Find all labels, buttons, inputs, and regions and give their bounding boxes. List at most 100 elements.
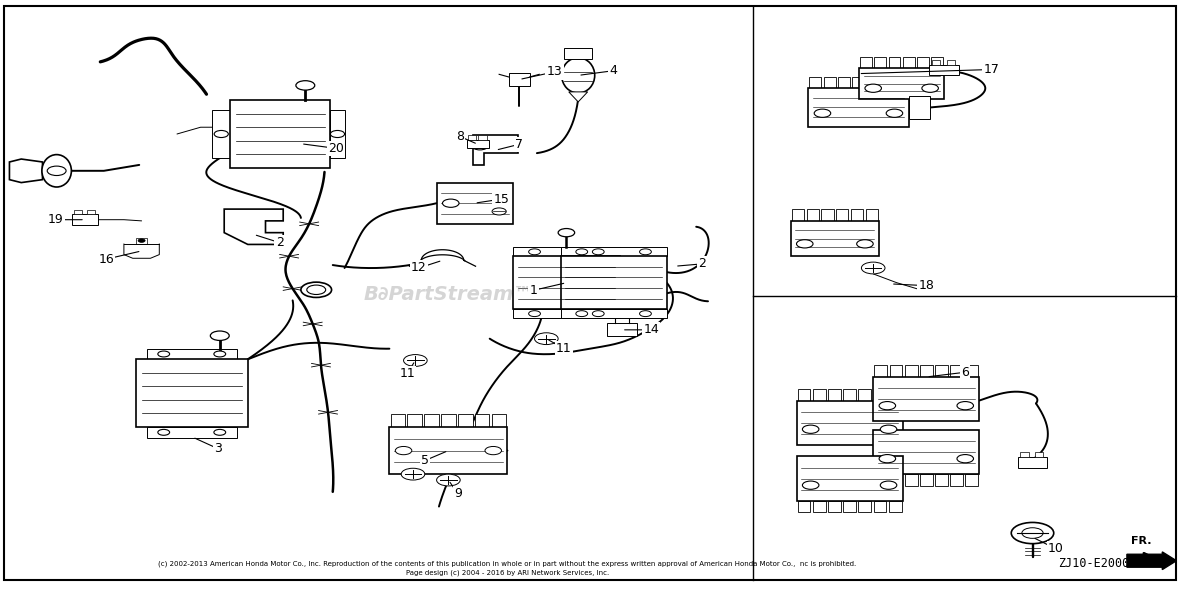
- Text: 2: 2: [699, 257, 706, 270]
- Bar: [136, 238, 148, 244]
- Bar: [867, 77, 879, 88]
- Bar: [873, 389, 886, 401]
- Circle shape: [880, 481, 897, 489]
- Bar: [844, 501, 856, 512]
- Bar: [965, 365, 978, 377]
- Bar: [860, 57, 872, 68]
- Bar: [467, 135, 476, 140]
- Circle shape: [576, 249, 588, 255]
- Bar: [890, 365, 903, 377]
- Circle shape: [215, 131, 229, 138]
- Circle shape: [401, 468, 425, 480]
- Text: 8: 8: [457, 130, 464, 143]
- Bar: [965, 474, 978, 486]
- Bar: [796, 401, 903, 445]
- Bar: [828, 389, 841, 401]
- Bar: [909, 96, 930, 119]
- Circle shape: [529, 311, 540, 317]
- Bar: [932, 60, 940, 65]
- Text: 1: 1: [530, 284, 537, 297]
- Bar: [889, 389, 902, 401]
- Bar: [890, 474, 903, 486]
- Bar: [474, 414, 490, 427]
- Circle shape: [957, 455, 973, 463]
- Bar: [813, 501, 826, 512]
- Bar: [441, 414, 455, 427]
- Bar: [873, 377, 979, 421]
- Bar: [1017, 457, 1048, 468]
- Bar: [858, 501, 871, 512]
- Text: (c) 2002-2013 American Honda Motor Co., Inc. Reproduction of the contents of thi: (c) 2002-2013 American Honda Motor Co., …: [158, 560, 857, 567]
- Circle shape: [472, 142, 489, 150]
- Text: 6: 6: [962, 366, 969, 379]
- Text: 11: 11: [399, 367, 415, 380]
- Bar: [835, 209, 848, 221]
- Bar: [391, 414, 405, 427]
- Circle shape: [592, 311, 604, 317]
- Circle shape: [796, 240, 813, 248]
- Circle shape: [879, 455, 896, 463]
- Circle shape: [330, 131, 345, 138]
- Circle shape: [529, 249, 540, 255]
- Text: 9: 9: [454, 487, 461, 500]
- Ellipse shape: [562, 58, 595, 93]
- Bar: [920, 474, 932, 486]
- Circle shape: [861, 262, 885, 274]
- Bar: [889, 57, 900, 68]
- Bar: [905, 365, 918, 377]
- Bar: [950, 474, 963, 486]
- Bar: [808, 88, 909, 127]
- Bar: [881, 77, 893, 88]
- Bar: [791, 221, 879, 256]
- Bar: [513, 247, 620, 256]
- Bar: [917, 57, 929, 68]
- Text: 15: 15: [493, 193, 510, 206]
- Bar: [838, 77, 850, 88]
- Text: 13: 13: [546, 65, 563, 78]
- Bar: [905, 474, 918, 486]
- Ellipse shape: [42, 155, 71, 187]
- Circle shape: [535, 333, 558, 345]
- Bar: [931, 57, 943, 68]
- Circle shape: [404, 355, 427, 366]
- FancyBboxPatch shape: [4, 6, 1176, 580]
- Bar: [792, 209, 805, 221]
- Bar: [72, 214, 98, 225]
- Bar: [513, 309, 620, 318]
- Bar: [796, 456, 903, 501]
- Bar: [873, 501, 886, 512]
- Text: 7: 7: [516, 138, 523, 151]
- Circle shape: [47, 166, 66, 176]
- Circle shape: [886, 109, 903, 117]
- Circle shape: [879, 402, 896, 410]
- Circle shape: [442, 199, 459, 207]
- Bar: [903, 57, 914, 68]
- Circle shape: [576, 311, 588, 317]
- Polygon shape: [473, 135, 518, 165]
- Circle shape: [880, 425, 897, 434]
- Circle shape: [802, 425, 819, 434]
- Bar: [146, 349, 236, 359]
- Circle shape: [558, 229, 575, 237]
- Circle shape: [802, 481, 819, 489]
- Circle shape: [640, 311, 651, 317]
- Bar: [437, 183, 513, 224]
- Bar: [146, 427, 236, 438]
- Circle shape: [307, 285, 326, 294]
- Circle shape: [301, 282, 332, 297]
- Bar: [935, 365, 948, 377]
- Bar: [844, 389, 856, 401]
- Bar: [798, 501, 811, 512]
- Bar: [136, 359, 248, 427]
- Bar: [821, 209, 833, 221]
- Text: 2: 2: [276, 236, 283, 249]
- Bar: [513, 256, 620, 309]
- Bar: [798, 389, 811, 401]
- Bar: [813, 389, 826, 401]
- Bar: [950, 365, 963, 377]
- Polygon shape: [9, 159, 42, 183]
- Bar: [73, 210, 81, 214]
- Bar: [407, 414, 422, 427]
- Bar: [889, 501, 902, 512]
- Text: ZJ10-E2000B: ZJ10-E2000B: [1058, 557, 1136, 570]
